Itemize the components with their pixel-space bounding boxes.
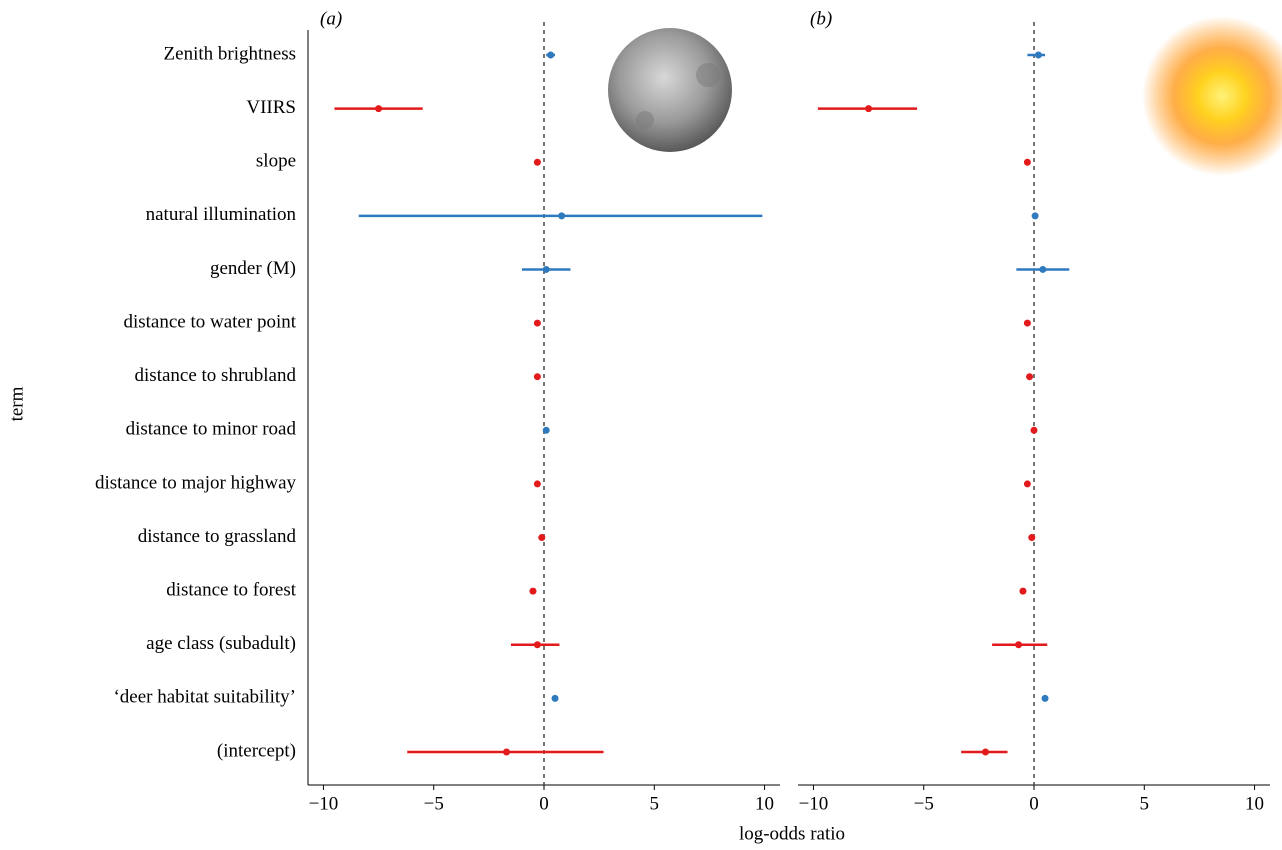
y-tick-label: gender (M) bbox=[210, 258, 296, 279]
y-tick-label: slope bbox=[256, 151, 296, 172]
x-tick-label: 10 bbox=[755, 793, 774, 814]
x-tick-label: 0 bbox=[1029, 793, 1039, 814]
x-axis-label: log-odds ratio bbox=[739, 823, 845, 844]
estimate-point bbox=[1026, 373, 1033, 380]
estimate-point bbox=[1015, 641, 1022, 648]
x-tick-label: −10 bbox=[309, 793, 339, 814]
x-tick-label: 5 bbox=[650, 793, 660, 814]
estimate-point bbox=[982, 749, 989, 756]
estimate-point bbox=[534, 320, 541, 327]
y-tick-label: distance to minor road bbox=[126, 419, 297, 440]
sun-image bbox=[1142, 16, 1282, 176]
y-tick-label: age class (subadult) bbox=[146, 633, 296, 654]
x-tick-label: 0 bbox=[539, 793, 549, 814]
y-tick-label: distance to major highway bbox=[95, 472, 297, 493]
moon-crater bbox=[636, 111, 654, 129]
y-tick-label: (intercept) bbox=[217, 740, 296, 761]
y-tick-label: Zenith brightness bbox=[164, 43, 296, 64]
y-tick-label: distance to shrubland bbox=[135, 365, 297, 386]
estimate-point bbox=[534, 373, 541, 380]
estimate-point bbox=[547, 52, 554, 59]
y-axis-label: term bbox=[6, 386, 27, 421]
estimate-point bbox=[534, 641, 541, 648]
x-tick-label: −5 bbox=[914, 793, 934, 814]
estimate-point bbox=[1028, 534, 1035, 541]
x-tick-label: −10 bbox=[799, 793, 829, 814]
panel-label: (b) bbox=[810, 8, 832, 29]
y-tick-label: distance to water point bbox=[123, 311, 296, 332]
estimate-point bbox=[1031, 427, 1038, 434]
estimate-point bbox=[1024, 159, 1031, 166]
estimate-point bbox=[1035, 52, 1042, 59]
estimate-point bbox=[534, 480, 541, 487]
x-tick-label: −5 bbox=[424, 793, 444, 814]
estimate-point bbox=[543, 266, 550, 273]
estimate-point bbox=[503, 749, 510, 756]
y-tick-label: VIIRS bbox=[246, 97, 296, 118]
estimate-point bbox=[1024, 320, 1031, 327]
moon-crater bbox=[696, 63, 720, 87]
estimate-point bbox=[1024, 480, 1031, 487]
estimate-point bbox=[1032, 212, 1039, 219]
estimate-point bbox=[558, 212, 565, 219]
moon-image bbox=[608, 28, 732, 152]
y-tick-label: natural illumination bbox=[146, 204, 297, 225]
y-tick-label: distance to forest bbox=[166, 580, 297, 601]
estimate-point bbox=[543, 427, 550, 434]
y-tick-label: ‘deer habitat suitability’ bbox=[113, 687, 296, 708]
estimate-point bbox=[538, 534, 545, 541]
estimate-point bbox=[375, 105, 382, 112]
panel-label: (a) bbox=[320, 8, 342, 29]
estimate-point bbox=[865, 105, 872, 112]
x-tick-label: 5 bbox=[1140, 793, 1150, 814]
estimate-point bbox=[552, 695, 559, 702]
estimate-point bbox=[1042, 695, 1049, 702]
estimate-point bbox=[1039, 266, 1046, 273]
chart: term log-odds ratio (a) −10 −5 0 5 10 Zenith b… bbox=[0, 0, 1282, 850]
estimate-point bbox=[529, 588, 536, 595]
estimate-point bbox=[1019, 588, 1026, 595]
y-tick-label: distance to grassland bbox=[138, 526, 297, 547]
estimate-point bbox=[534, 159, 541, 166]
x-tick-label: 10 bbox=[1245, 793, 1264, 814]
